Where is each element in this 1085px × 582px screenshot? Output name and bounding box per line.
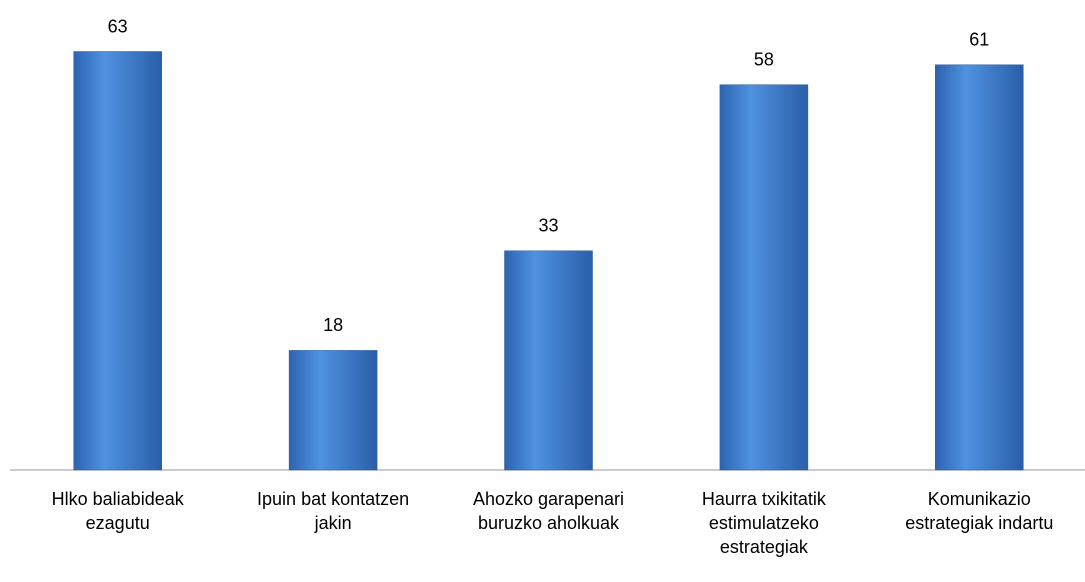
- data-label: 61: [969, 30, 989, 50]
- bar: [719, 84, 809, 471]
- data-label: 58: [754, 49, 774, 69]
- data-label: 33: [538, 216, 558, 236]
- x-tick-label: Hlko baliabideak ezagutu: [51, 489, 184, 533]
- data-label: 18: [323, 315, 343, 335]
- x-tick-label: Ahozko garapenari buruzko aholkuak: [472, 489, 625, 533]
- x-tick-label: Ipuin bat kontatzen jakin: [257, 489, 410, 533]
- data-label: 63: [108, 16, 128, 36]
- bar: [73, 51, 162, 471]
- x-tick-label: Komunikazio estrategiak indartu: [905, 489, 1054, 533]
- x-tick-label: Haurra txikitatik estimulatzeko estrateg…: [701, 489, 826, 557]
- bar: [504, 250, 593, 471]
- bar: [288, 350, 378, 471]
- bar: [935, 64, 1024, 471]
